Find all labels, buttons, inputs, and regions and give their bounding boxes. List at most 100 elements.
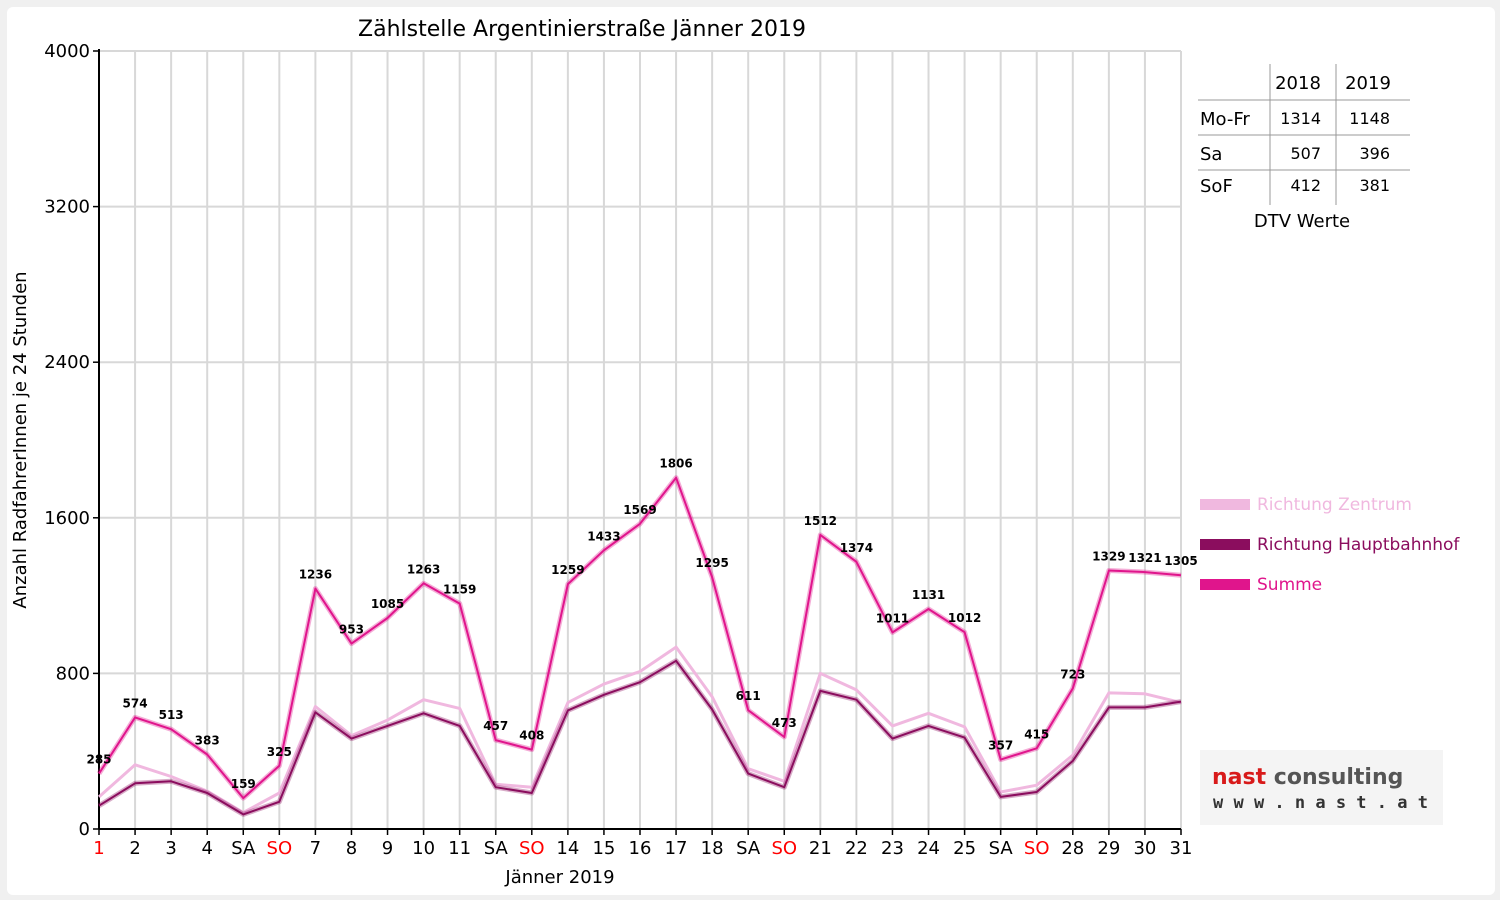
x-tick-label: 16 (629, 838, 652, 859)
x-tick-label: SA (736, 838, 761, 859)
dtv-cell: 381 (1359, 176, 1390, 195)
x-tick-label: 7 (310, 838, 321, 859)
x-tick-label: 17 (665, 838, 688, 859)
x-tick-label: 1 (93, 838, 104, 859)
data-label: 1236 (299, 568, 332, 582)
y-tick-label: 3200 (44, 197, 90, 218)
y-tick-label: 1600 (44, 508, 90, 529)
grid (99, 50, 1182, 829)
legend-label-summe: Summe (1257, 575, 1322, 595)
data-label: 1295 (695, 556, 728, 570)
data-label: 1329 (1092, 550, 1125, 564)
dtv-row-label: Sa (1200, 144, 1222, 165)
series-line-zentrum (98, 645, 1182, 814)
y-tick-label: 4000 (44, 41, 90, 62)
data-label: 159 (231, 777, 256, 791)
x-tick-label: SA (989, 838, 1014, 859)
legend-swatch-summe (1200, 579, 1250, 590)
x-tick-label: 15 (592, 838, 615, 859)
series-group (96, 475, 1182, 817)
x-tick-label: 3 (165, 838, 176, 859)
data-label: 513 (159, 708, 184, 722)
dtv-caption: DTV Werte (1254, 211, 1350, 232)
logo-text: nast consulting (1212, 765, 1403, 790)
x-tick-label: 24 (917, 838, 940, 859)
data-label: 408 (519, 729, 544, 743)
legend-swatch-zentrum (1200, 499, 1250, 510)
data-label: 574 (123, 696, 148, 710)
x-tick-label: 30 (1133, 838, 1156, 859)
y-tick-label: 0 (79, 819, 90, 840)
data-label: 1512 (804, 514, 837, 528)
x-tick-label: 23 (881, 838, 904, 859)
series-line-summe (98, 476, 1182, 800)
data-label: 1131 (912, 588, 945, 602)
y-tick-label: 2400 (44, 352, 90, 373)
data-label: 1806 (659, 457, 692, 471)
data-label: 285 (86, 753, 111, 767)
x-tick-label: SA (484, 838, 509, 859)
x-tick-label: 14 (556, 838, 579, 859)
data-label: 1305 (1164, 554, 1197, 568)
data-label: 723 (1060, 667, 1085, 681)
y-axis-label: Anzahl RadfahrerInnen je 24 Stunden (10, 271, 31, 608)
nast-consulting-logo: nast consulting w w w . n a s t . a t (1200, 750, 1443, 825)
x-tick-label: 18 (701, 838, 724, 859)
dtv-cell: 396 (1359, 144, 1390, 163)
dtv-cell: 1148 (1349, 109, 1390, 128)
data-label: 1012 (948, 611, 981, 625)
dtv-header-2018: 2018 (1275, 73, 1321, 94)
data-label: 325 (267, 745, 292, 759)
data-label: 383 (195, 734, 220, 748)
dtv-row-label: Mo-Fr (1200, 109, 1250, 130)
data-label: 1263 (407, 562, 440, 576)
x-tick-label: 10 (412, 838, 435, 859)
data-label: 1321 (1128, 551, 1161, 565)
x-axis-label: Jänner 2019 (504, 867, 614, 888)
x-tick-label: 11 (448, 838, 471, 859)
x-tick-label: 4 (201, 838, 212, 859)
x-tick-label: SO (771, 838, 797, 859)
data-label: 1011 (876, 611, 909, 625)
x-tick-label: SA (231, 838, 256, 859)
data-label: 611 (736, 689, 761, 703)
x-tick-label: SO (1024, 838, 1050, 859)
data-label: 1159 (443, 583, 476, 597)
y-tick-label: 800 (56, 663, 90, 684)
x-tick-label: 8 (346, 838, 357, 859)
data-label: 457 (483, 719, 508, 733)
data-label: 357 (988, 739, 1013, 753)
dtv-row-label: SoF (1200, 176, 1233, 197)
legend-label-zentrum: Richtung Zentrum (1257, 495, 1412, 515)
data-label: 1374 (840, 541, 873, 555)
x-tick-label: 29 (1097, 838, 1120, 859)
chart-title: Zählstelle Argentinierstraße Jänner 2019 (358, 17, 806, 42)
dtv-cell: 507 (1290, 144, 1321, 163)
data-label: 1569 (623, 503, 656, 517)
data-label: 1259 (551, 563, 584, 577)
x-tick-label: 21 (809, 838, 832, 859)
data-label: 1433 (587, 529, 620, 543)
legend-label-hauptbahnhof: Richtung Hauptbahnhof (1257, 535, 1460, 555)
x-tick-label: SO (519, 838, 545, 859)
dtv-cell: 1314 (1280, 109, 1321, 128)
data-label: 473 (772, 716, 797, 730)
logo-url: w w w . n a s t . a t (1213, 793, 1428, 813)
legend: Richtung Zentrum Richtung Hauptbahnhof S… (1200, 495, 1460, 595)
series-line-hauptbahnhof (98, 659, 1182, 816)
x-tick-label: 28 (1061, 838, 1084, 859)
data-label: 1085 (371, 597, 404, 611)
x-tick-label: 2 (129, 838, 140, 859)
chart-frame (7, 7, 1495, 895)
dtv-header-2019: 2019 (1345, 73, 1391, 94)
dtv-cell: 412 (1290, 176, 1321, 195)
dtv-table: 2018 2019 Mo-Fr 1314 1148 Sa 507 396 SoF… (1198, 64, 1410, 232)
data-label: 953 (339, 623, 364, 637)
x-tick-label: 25 (953, 838, 976, 859)
legend-swatch-hauptbahnhof (1200, 539, 1250, 550)
x-tick-label: 31 (1170, 838, 1193, 859)
x-tick-label: 22 (845, 838, 868, 859)
